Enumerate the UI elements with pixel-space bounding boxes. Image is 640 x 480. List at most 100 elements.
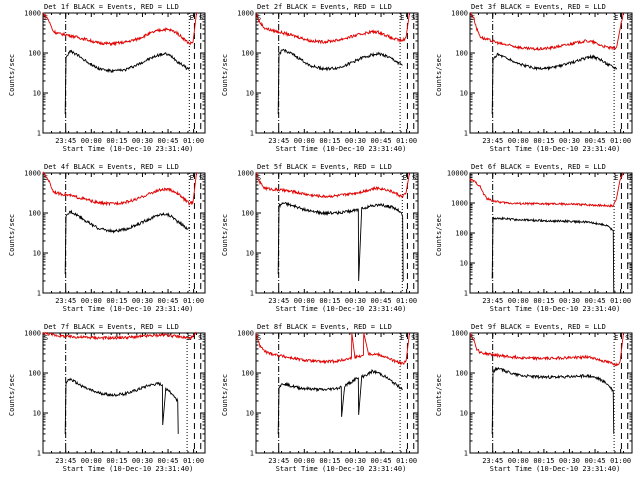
event-marker-label: E	[400, 334, 404, 342]
x-tick-label: 23:45	[482, 137, 503, 145]
x-tick-label: 01:00	[610, 297, 631, 305]
event-marker-label: S	[471, 334, 475, 342]
x-tick-label: 00:00	[508, 297, 529, 305]
x-tick-label: 00:30	[345, 137, 366, 145]
x-tick-label: 23:45	[268, 297, 289, 305]
y-axis-label: Counts/sec	[435, 54, 443, 96]
plot-frame	[469, 332, 633, 454]
y-tick-label: 1	[37, 290, 41, 298]
x-tick-label: 00:30	[559, 137, 580, 145]
plot-frame	[42, 172, 206, 294]
y-tick-label: 100	[241, 370, 254, 378]
series-line-lld	[42, 331, 197, 341]
chart-panel-5: Det 5f BLACK = Events, RED = LLD 1 10 100 10…	[221, 163, 419, 313]
x-axis-label: Start Time (10-Dec-10 23:31:40)	[63, 305, 194, 313]
y-tick-label: 1	[250, 450, 254, 458]
chart-panel-7: Det 7f BLACK = Events, RED = LLD 1 10 100 10…	[8, 323, 206, 473]
plot-frame	[255, 332, 419, 454]
y-tick-label: 10000	[447, 170, 468, 178]
y-tick-label: 1000	[237, 330, 254, 338]
chart-panel-1: Det 1f BLACK = Events, RED = LLD 1 10 100 10…	[8, 3, 206, 153]
event-marker-label: S	[411, 334, 415, 342]
y-tick-label: 1000	[451, 330, 468, 338]
y-tick-label: 1	[250, 130, 254, 138]
y-tick-label: 10	[33, 250, 41, 258]
x-tick-label: 23:45	[55, 297, 76, 305]
x-tick-label: 00:15	[533, 297, 554, 305]
x-tick-label: 00:00	[81, 137, 102, 145]
y-tick-label: 10	[246, 410, 254, 418]
y-axis-label: Counts/sec	[435, 214, 443, 256]
event-marker-label: S	[199, 174, 203, 182]
x-tick-label: 00:15	[319, 297, 340, 305]
series-line-lld	[42, 171, 197, 207]
event-marker-label: S	[625, 334, 629, 342]
y-tick-label: 10	[460, 260, 468, 268]
x-tick-label: 00:30	[345, 297, 366, 305]
x-tick-label: 00:45	[585, 457, 606, 465]
x-axis-label: Start Time (10-Dec-10 23:31:40)	[63, 145, 194, 153]
y-tick-label: 1	[37, 130, 41, 138]
x-tick-label: 00:45	[371, 137, 392, 145]
event-marker-label: S	[198, 334, 202, 342]
event-marker-label: S	[257, 14, 261, 22]
y-tick-label: 100	[241, 50, 254, 58]
y-tick-label: 10	[246, 90, 254, 98]
y-axis-label: Counts/sec	[221, 54, 229, 96]
y-axis-label: Counts/sec	[221, 374, 229, 416]
chart-panel-9: Det 9f BLACK = Events, RED = LLD 1 10 100 10…	[435, 323, 633, 473]
y-tick-label: 100	[241, 210, 254, 218]
chart-title: Det 9f BLACK = Events, RED = LLD	[471, 323, 606, 331]
y-tick-label: 100	[455, 50, 468, 58]
chart-panel-2: Det 2f BLACK = Events, RED = LLD 1 10 100 10…	[221, 3, 419, 153]
series-line-events	[64, 49, 190, 114]
series-line-events	[491, 216, 615, 294]
x-tick-label: 00:00	[508, 457, 529, 465]
y-axis-label: Counts/sec	[8, 374, 16, 416]
y-tick-label: 100	[28, 50, 41, 58]
x-tick-label: 00:00	[508, 137, 529, 145]
series-line-events	[491, 52, 618, 114]
x-axis-label: Start Time (10-Dec-10 23:31:40)	[276, 145, 407, 153]
x-tick-label: 23:45	[482, 457, 503, 465]
event-marker-label: S	[44, 334, 48, 342]
chart-panel-4: Det 4f BLACK = Events, RED = LLD 1 10 100 10…	[8, 163, 206, 313]
event-marker-label: E	[190, 174, 194, 182]
x-tick-label: 00:45	[585, 297, 606, 305]
event-marker-label: E	[190, 14, 194, 22]
event-marker-label: E	[614, 14, 618, 22]
y-axis-label: Counts/sec	[221, 214, 229, 256]
y-tick-label: 1	[37, 450, 41, 458]
x-tick-label: 00:30	[559, 297, 580, 305]
x-tick-label: 01:00	[183, 297, 204, 305]
series-line-lld	[469, 332, 624, 367]
x-tick-label: 00:15	[106, 297, 127, 305]
x-tick-label: 00:15	[533, 137, 554, 145]
chart-title: Det 1f BLACK = Events, RED = LLD	[44, 3, 179, 11]
x-tick-label: 00:45	[158, 137, 179, 145]
event-marker-label: E	[614, 174, 618, 182]
x-tick-label: 00:15	[319, 457, 340, 465]
x-tick-label: 00:00	[81, 457, 102, 465]
x-tick-label: 00:45	[371, 297, 392, 305]
x-axis-label: Start Time (10-Dec-10 23:31:40)	[490, 305, 621, 313]
chart-title: Det 4f BLACK = Events, RED = LLD	[44, 163, 179, 171]
event-marker-label: E	[403, 174, 407, 182]
y-tick-label: 1000	[237, 170, 254, 178]
series-line-lld	[255, 332, 410, 367]
series-line-events	[277, 48, 403, 114]
x-tick-label: 01:00	[183, 457, 204, 465]
event-marker-label: S	[44, 174, 48, 182]
chart-title: Det 2f BLACK = Events, RED = LLD	[257, 3, 392, 11]
event-marker-label: S	[411, 14, 415, 22]
x-tick-label: 00:15	[533, 457, 554, 465]
x-tick-label: 00:45	[371, 457, 392, 465]
plot-frame	[469, 172, 633, 294]
chart-panel-3: Det 3f BLACK = Events, RED = LLD 1 10 100 10…	[435, 3, 633, 153]
x-tick-label: 00:15	[106, 137, 127, 145]
series-line-lld	[255, 12, 410, 45]
x-tick-label: 01:00	[396, 457, 417, 465]
x-tick-label: 00:00	[294, 297, 315, 305]
y-tick-label: 10	[33, 410, 41, 418]
x-axis-label: Start Time (10-Dec-10 23:31:40)	[490, 465, 621, 473]
